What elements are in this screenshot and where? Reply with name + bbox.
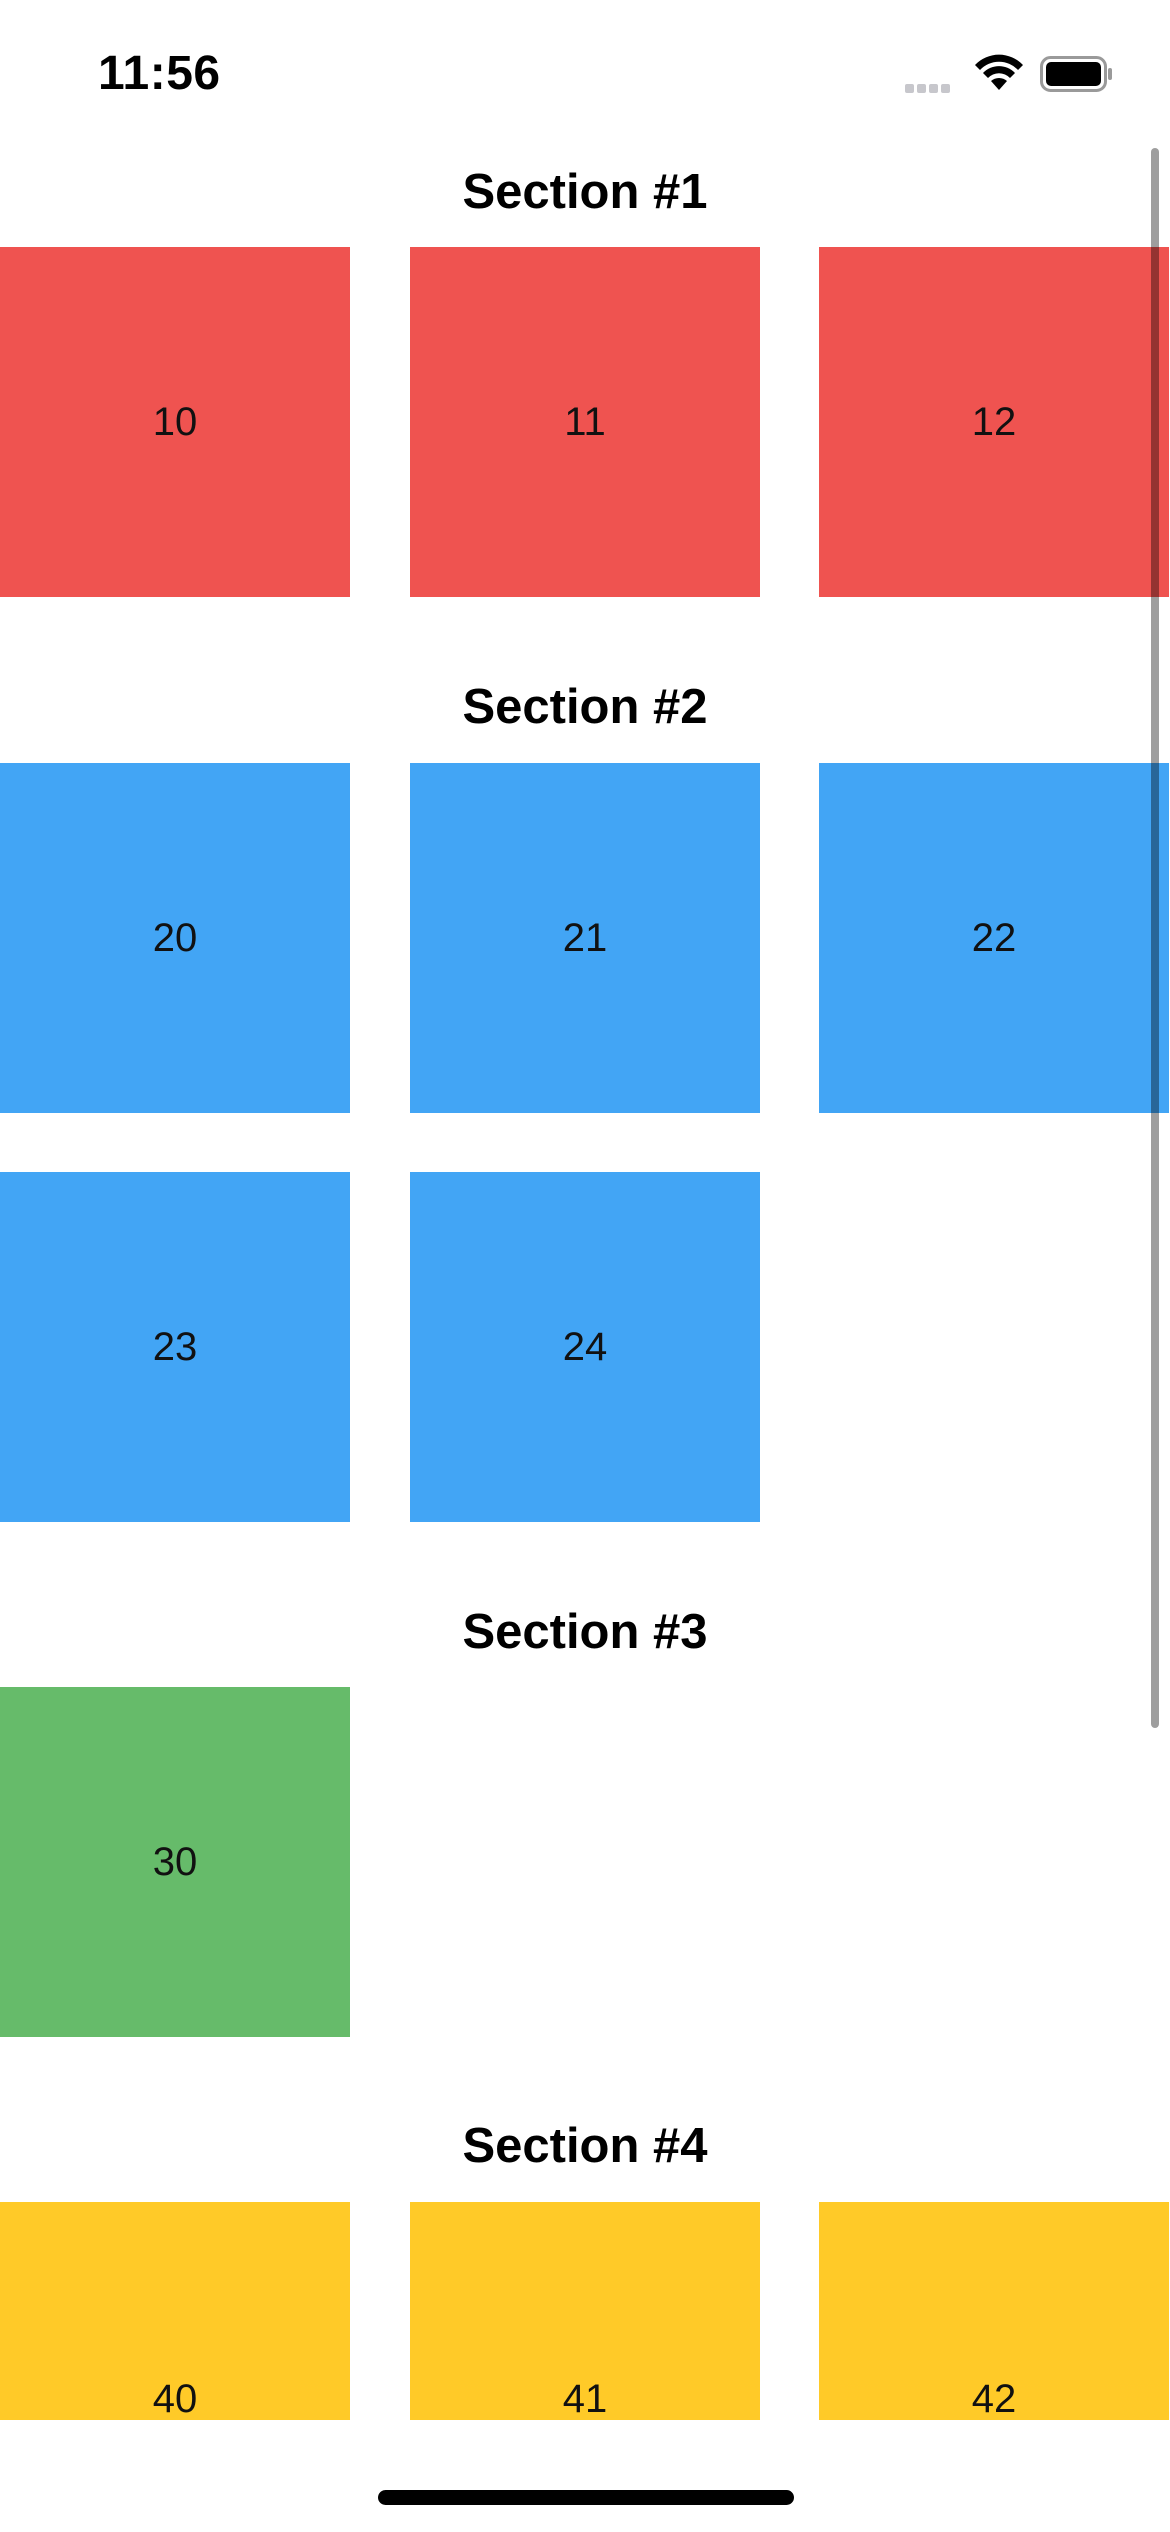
tile-label: 42 xyxy=(971,2377,1017,2420)
tile-11[interactable]: 11 xyxy=(410,247,760,597)
cellular-signal-icon xyxy=(905,80,959,93)
tile-label: 30 xyxy=(152,1839,198,1884)
tile-10[interactable]: 10 xyxy=(0,247,350,597)
section-header-3: Section #3 xyxy=(462,1605,708,1659)
status-time: 11:56 xyxy=(98,47,221,100)
tile-label: 10 xyxy=(152,399,198,444)
tile-24[interactable]: 24 xyxy=(410,1172,760,1522)
section-header-2: Section #2 xyxy=(462,680,708,734)
tile-label: 24 xyxy=(562,1324,608,1369)
section-header-4: Section #4 xyxy=(462,2119,708,2173)
status-bar: 11:56 xyxy=(0,0,1170,140)
tile-label: 22 xyxy=(971,915,1017,960)
tile-label: 23 xyxy=(152,1324,198,1369)
tile-30[interactable]: 30 xyxy=(0,1687,350,2037)
tile-22[interactable]: 22 xyxy=(819,763,1169,1113)
tile-20[interactable]: 20 xyxy=(0,763,350,1113)
wifi-icon xyxy=(975,54,1023,90)
vertical-scrollbar[interactable] xyxy=(1151,148,1159,1728)
tile-21[interactable]: 21 xyxy=(410,763,760,1113)
tile-41[interactable]: 41 xyxy=(410,2202,760,2420)
tile-23[interactable]: 23 xyxy=(0,1172,350,1522)
battery-icon xyxy=(1040,56,1112,92)
tile-label: 41 xyxy=(562,2377,608,2420)
home-indicator[interactable] xyxy=(378,2490,794,2505)
tile-label: 21 xyxy=(562,915,608,960)
collection-view[interactable]: Section #1 10 11 12 Section #2 20 21 22 … xyxy=(0,140,1170,2420)
section-header-1: Section #1 xyxy=(462,165,708,219)
tile-label: 12 xyxy=(971,399,1017,444)
tile-label: 11 xyxy=(564,399,606,444)
tile-40[interactable]: 40 xyxy=(0,2202,350,2420)
tile-label: 40 xyxy=(152,2377,198,2420)
tile-label: 20 xyxy=(152,915,198,960)
tile-42[interactable]: 42 xyxy=(819,2202,1169,2420)
tile-12[interactable]: 12 xyxy=(819,247,1169,597)
